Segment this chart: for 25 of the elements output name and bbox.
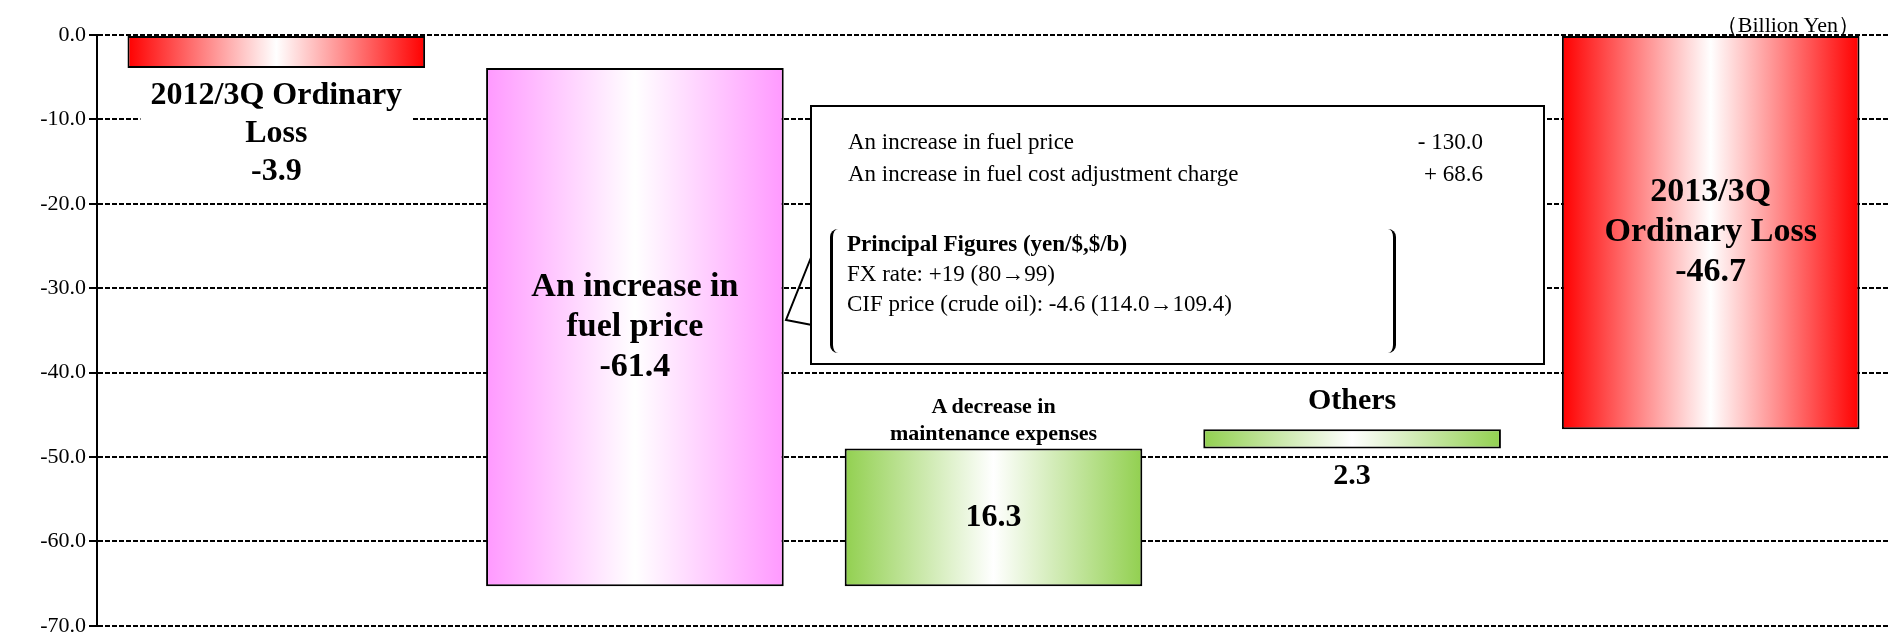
y-tick-label: -20.0 (40, 189, 86, 215)
data-label: -46.7 (1675, 251, 1747, 289)
data-label: -61.4 (599, 345, 671, 383)
annotation: CIF price (crude oil): -4.6 (114.0→109.4) (847, 290, 1233, 318)
y-tick-label: -40.0 (40, 358, 86, 384)
annotation: Others (1307, 381, 1397, 415)
annotation: ‐ 130.0 (1417, 129, 1483, 155)
y-tick-label: -10.0 (40, 105, 86, 131)
y-tick-label: -30.0 (40, 273, 86, 299)
annotation: An increase in fuel cost adjustment charge (848, 161, 1239, 186)
data-label: 16.3 (965, 496, 1022, 533)
annotation: 2012/3Q Ordinary Loss (150, 75, 403, 150)
y-tick-label: -70.0 (40, 611, 86, 637)
annotation: 2013/3Q Ordinary Loss (1604, 171, 1817, 249)
annotation: An increase in fuel price (848, 129, 1075, 154)
y-tick-label: -50.0 (40, 442, 86, 468)
annotation: A decrease in maintenance expenses (889, 393, 1098, 446)
annotation: Principal Figures (yen/$,$/b) (847, 230, 1129, 258)
annotation: + 68.6 (1424, 161, 1483, 187)
annotation: FX rate: +19 (80→99) (847, 260, 1056, 288)
y-tick-label: 0.0 (58, 20, 86, 46)
y-tick-label: -60.0 (40, 527, 86, 553)
data-label: -3.9 (250, 151, 302, 188)
data-label: 2.3 (1333, 457, 1371, 491)
annotation: An increase in fuel price (531, 265, 739, 343)
